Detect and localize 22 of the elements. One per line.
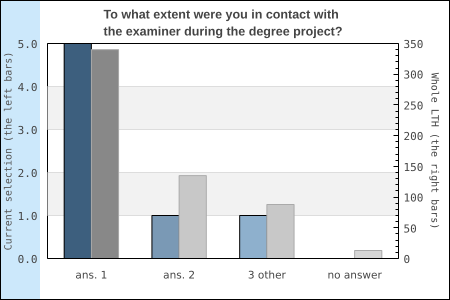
x-tick-label: 3 other <box>248 270 287 282</box>
y2-tick-label: 250 <box>404 99 424 112</box>
chart-title: To what extent were you in contact with the examiner during the degree project? <box>104 8 342 38</box>
y-tick-label: 3.0 <box>18 124 38 137</box>
y-tick-label: 4.0 <box>18 81 38 94</box>
y2-tick-label: 150 <box>404 160 424 174</box>
y2-tick-label: 0 <box>404 253 410 266</box>
y2-axis-title: Whole LTH (the right bars) <box>428 72 440 230</box>
y2-tick-label: 200 <box>404 130 424 144</box>
x-tick-label: ans. 1 <box>75 270 108 282</box>
y2-tick-label: 50 <box>404 222 417 236</box>
y2-tick-label: 100 <box>404 192 424 205</box>
y-tick-label: 5.0 <box>18 38 38 51</box>
y-tick-label: 2.0 <box>18 167 38 180</box>
bar <box>354 250 382 258</box>
y2-tick-label: 300 <box>404 68 424 82</box>
y2-tick-label: 350 <box>404 38 424 51</box>
x-tick-label: ans. 2 <box>163 270 196 282</box>
y-tick-label: 0.0 <box>18 253 38 266</box>
x-tick-label: no answer <box>327 270 382 282</box>
y-axis-title: Current selection (the left bars) <box>4 52 15 250</box>
y-tick-label: 1.0 <box>18 210 38 223</box>
